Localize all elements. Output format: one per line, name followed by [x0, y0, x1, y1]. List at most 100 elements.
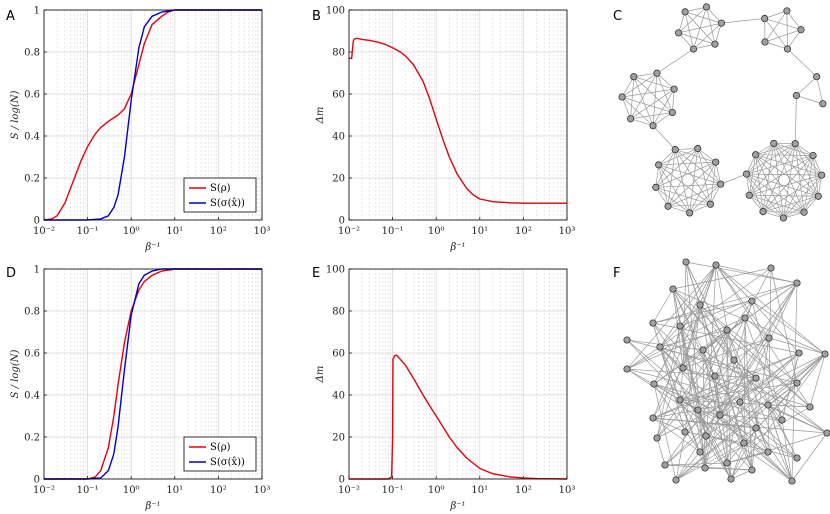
graph-node — [668, 108, 676, 117]
graph-node — [723, 459, 731, 467]
graph-node — [723, 326, 731, 334]
graph-edge — [685, 261, 798, 284]
graph-edge — [655, 149, 676, 188]
graph-edge — [621, 96, 673, 113]
graph-node — [793, 379, 801, 387]
graph-edge — [762, 211, 805, 213]
graph-node — [793, 279, 801, 287]
graph-edge — [633, 72, 658, 78]
graph-node — [783, 7, 791, 15]
x-tick-label: 10⁰ — [123, 485, 140, 496]
legend-panel-d: S(ρ) S(σ(x̂)) — [183, 436, 257, 472]
graph-edge — [746, 173, 764, 212]
graph-edge — [626, 368, 757, 379]
graph-edge — [746, 174, 750, 196]
graph-node — [778, 416, 786, 424]
graph-node — [694, 144, 702, 153]
graph-edge — [679, 367, 684, 401]
graph-edge — [764, 41, 788, 50]
legend-label-s-rho: S(ρ) — [210, 442, 231, 453]
graph-edge — [749, 194, 819, 197]
graph-node — [649, 122, 657, 130]
graph-edge — [693, 43, 716, 50]
graph-edge — [744, 317, 783, 421]
graph-edge — [706, 6, 722, 24]
graph-edge — [653, 349, 704, 385]
graph-edge — [653, 383, 783, 421]
graph-edge — [659, 346, 745, 444]
graph-edge — [705, 435, 798, 459]
graph-node — [823, 429, 830, 437]
graph-edge — [667, 183, 721, 207]
x-axis-label: β⁻¹ — [449, 501, 465, 512]
graph-edge — [652, 282, 798, 324]
graph-node — [699, 346, 707, 354]
x-tick-label: 10¹ — [471, 485, 488, 496]
graph-edge — [672, 288, 811, 408]
series-line-primary — [349, 37, 567, 204]
x-tick-label: 10¹ — [471, 226, 488, 237]
graph-edge — [630, 73, 658, 119]
graph-edge — [682, 367, 811, 408]
graph-edge — [702, 349, 706, 469]
graph-edge — [721, 18, 765, 24]
graph-node — [623, 336, 631, 344]
graph-edge — [626, 339, 793, 482]
graph-edge — [679, 325, 769, 453]
graph-edge — [656, 437, 666, 466]
graph-edge — [652, 125, 676, 150]
graph-edge — [767, 267, 772, 453]
graph-edge — [621, 76, 635, 98]
graph-edge — [685, 261, 735, 361]
graph-edge — [652, 73, 658, 126]
graph-edge — [658, 148, 698, 166]
x-tick-label: 10² — [210, 226, 227, 237]
graph-edge — [704, 467, 753, 471]
graph-node — [679, 364, 687, 372]
graph-edge — [755, 377, 798, 459]
graph-edge — [655, 164, 659, 188]
graph-edge — [715, 264, 770, 339]
x-tick-label: 10¹ — [166, 226, 183, 237]
graph-edge — [762, 211, 784, 219]
graph-node — [702, 432, 710, 440]
graph-node — [800, 208, 808, 216]
y-tick-label: 60 — [332, 90, 345, 101]
graph-edge — [710, 183, 722, 205]
graph-edge — [659, 346, 706, 469]
graph-edge — [781, 352, 800, 421]
graph-node — [779, 214, 788, 222]
graph-node — [696, 301, 704, 309]
graph-node — [701, 464, 709, 472]
graph-edge — [659, 346, 732, 480]
graph-node — [671, 146, 679, 154]
graph-edge — [714, 267, 772, 377]
graph-edge — [786, 10, 802, 30]
graph-edge — [689, 183, 721, 214]
graph-edge — [715, 264, 798, 284]
graph-edge — [621, 96, 631, 119]
graph-edge — [773, 143, 822, 176]
y-tick-label: 1 — [34, 6, 40, 17]
y-tick-label: 100 — [326, 265, 345, 276]
graph-edge — [748, 143, 775, 196]
y-tick-label: 80 — [332, 48, 345, 59]
graph-edge — [679, 399, 811, 408]
graph-edge — [787, 29, 802, 50]
graph-edge — [751, 427, 757, 471]
graph-edge — [719, 414, 783, 421]
legend-label-s-rho: S(ρ) — [210, 183, 231, 194]
y-tick-label: 0 — [339, 216, 345, 227]
graph-node — [649, 414, 657, 422]
graph-node — [742, 170, 751, 178]
graph-edge — [791, 432, 828, 482]
graph-node — [767, 264, 775, 272]
x-tick-label: 10⁰ — [428, 226, 445, 237]
chart-e: 10⁻² 10⁻¹ 10⁰ 10¹ 10² 10³ 0 20 40 60 80 100 β⁻¹ Δm — [315, 265, 575, 513]
graph-node — [813, 73, 821, 81]
x-tick-label: 10⁻² — [33, 485, 55, 496]
graph-edge — [658, 164, 690, 214]
graph-edge — [762, 195, 819, 213]
graph-node — [674, 29, 683, 37]
